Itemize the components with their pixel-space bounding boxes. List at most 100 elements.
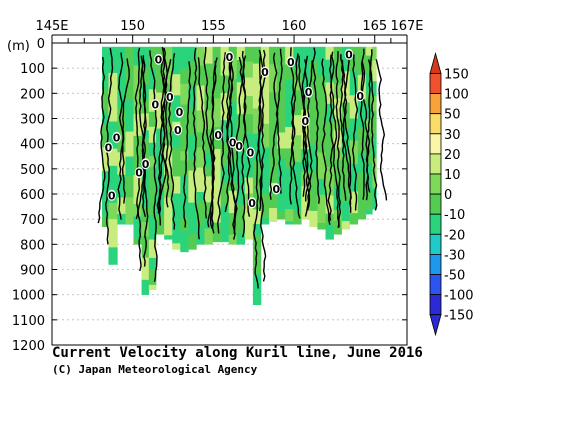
velocity-cell [333, 119, 342, 131]
y-tick-label: 1100 [12, 314, 45, 329]
velocity-cell [125, 114, 134, 132]
velocity-cell [196, 239, 205, 245]
contour-label-text: 0 [108, 189, 116, 202]
velocity-cell [244, 220, 254, 240]
velocity-cell [196, 46, 205, 66]
y-tick-label: 0 [37, 37, 45, 52]
colorbar-label: -30 [444, 248, 465, 263]
velocity-cell [293, 175, 302, 190]
contour-line [192, 47, 200, 240]
contour-line [162, 56, 170, 208]
velocity-cell [277, 111, 286, 133]
velocity-cell [188, 246, 197, 250]
velocity-cell [293, 162, 302, 176]
contour-line [365, 49, 373, 201]
velocity-cell [309, 153, 318, 173]
velocity-cell [228, 234, 238, 245]
contour-label-bg [355, 90, 365, 102]
velocity-cell [244, 153, 254, 178]
velocity-cell [188, 212, 197, 235]
velocity-cell [204, 91, 213, 111]
velocity-cell [357, 172, 367, 196]
velocity-cell [148, 269, 157, 286]
velocity-cell [325, 147, 334, 168]
velocity-cell [244, 77, 254, 97]
velocity-cell [204, 202, 213, 218]
velocity-cell [212, 98, 221, 128]
contour-label-text: 0 [151, 99, 159, 112]
velocity-cell [141, 257, 150, 281]
contour-line [241, 50, 247, 238]
velocity-cell [365, 46, 373, 56]
colorbar-segment [429, 233, 442, 255]
contour-line [207, 61, 217, 228]
contour-line [241, 55, 251, 217]
contour-label-text: 0 [174, 124, 182, 137]
velocity-cell [357, 153, 367, 173]
velocity-cell [156, 155, 165, 167]
velocity-cell [372, 137, 377, 159]
colorbar-segment [429, 93, 442, 115]
y-tick-label: 900 [20, 264, 45, 279]
contour-label-text: 0 [229, 136, 237, 149]
velocity-cell [341, 46, 351, 72]
velocity-cell [204, 152, 213, 168]
velocity-cell [252, 297, 262, 306]
velocity-cell [164, 107, 173, 122]
velocity-cell [204, 110, 213, 130]
velocity-cell [196, 226, 205, 240]
velocity-cell [372, 110, 377, 138]
velocity-cell [196, 147, 205, 168]
velocity-cell [365, 163, 373, 173]
contour-label-bg [112, 131, 121, 143]
contour-label-text: 0 [235, 140, 243, 153]
velocity-cell [148, 126, 157, 143]
velocity-cell [212, 232, 221, 243]
velocity-cell [220, 166, 229, 183]
velocity-cell [341, 181, 351, 202]
contour-zero-label: 0 [304, 86, 313, 99]
velocity-cell [220, 205, 229, 216]
velocity-cell [260, 87, 270, 101]
velocity-cell [301, 206, 310, 220]
velocity-cell [133, 78, 142, 106]
velocity-cell [277, 86, 286, 113]
velocity-cell [220, 120, 229, 142]
colorbar-segment [429, 193, 442, 215]
velocity-cell [301, 171, 310, 187]
velocity-cell [148, 257, 157, 270]
velocity-cell [309, 88, 318, 104]
contour-zero-label: 0 [234, 140, 244, 153]
contour-label-text: 0 [113, 131, 121, 144]
velocity-cell [156, 46, 165, 58]
contour-line [375, 59, 388, 201]
contour-zero-label: 0 [107, 189, 117, 202]
velocity-cell [117, 174, 126, 198]
velocity-cell [341, 201, 351, 222]
velocity-cell [244, 133, 254, 155]
velocity-cell [309, 126, 318, 145]
velocity-cell [102, 112, 109, 125]
velocity-cell [204, 166, 213, 177]
velocity-cell [102, 90, 109, 113]
contour-line [301, 59, 311, 211]
velocity-cell [317, 75, 326, 103]
colorbar-label: 150 [444, 68, 469, 83]
velocity-cell [333, 84, 342, 99]
contour-label-bg [301, 115, 310, 127]
contour-line [341, 59, 347, 201]
velocity-cell [317, 194, 326, 224]
velocity-cell [252, 261, 262, 274]
velocity-cell [133, 46, 142, 66]
velocity-cell [244, 46, 254, 62]
colorbar-segment [429, 133, 442, 155]
velocity-cell [236, 232, 246, 245]
contour-zero-label: 0 [286, 56, 296, 69]
colorbar-label: 30 [444, 128, 461, 143]
velocity-cell [372, 81, 377, 97]
velocity-cell [244, 61, 254, 78]
velocity-cell [325, 224, 334, 240]
velocity-cell [325, 82, 334, 105]
velocity-cell [293, 211, 302, 225]
velocity-cell [148, 142, 157, 157]
